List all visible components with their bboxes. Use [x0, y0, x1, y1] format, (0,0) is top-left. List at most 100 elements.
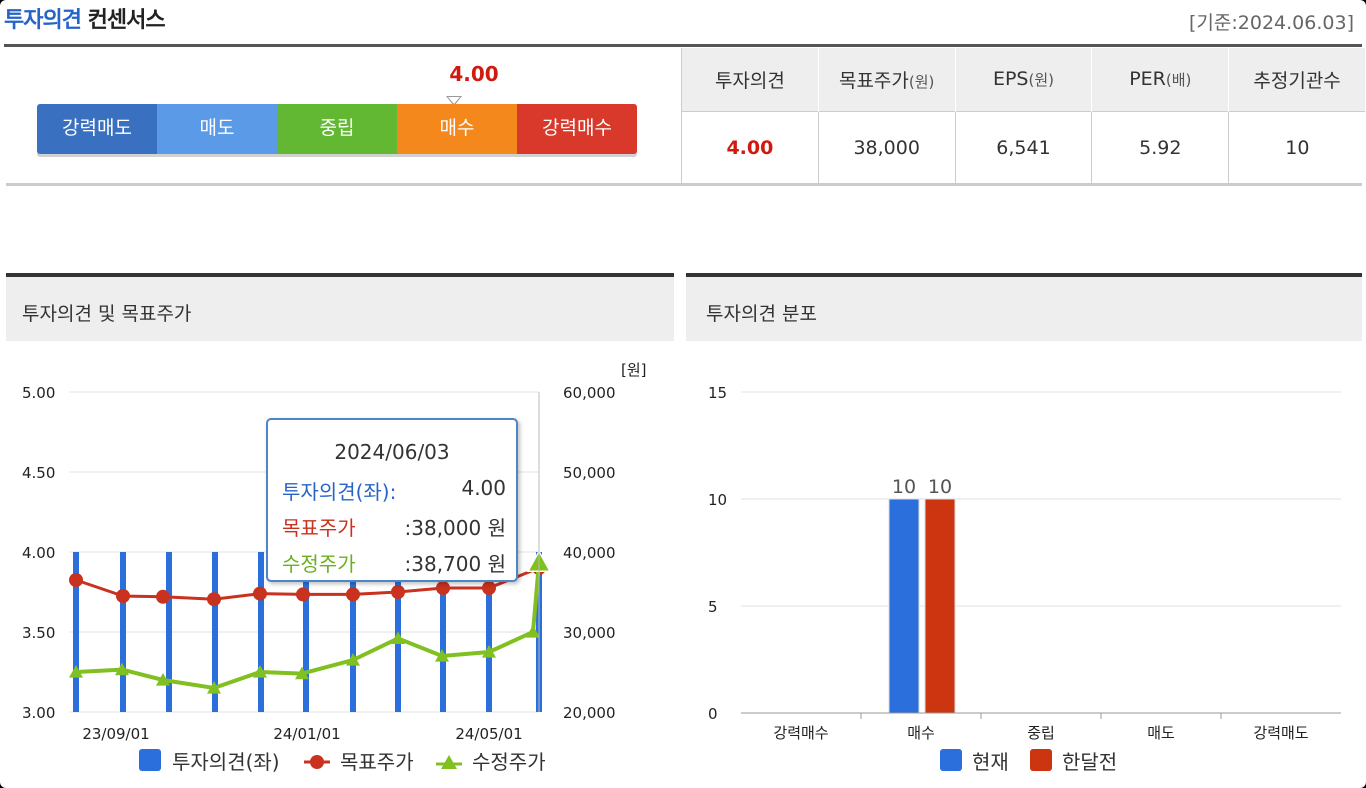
tooltip-value-target: :38,000 원 — [404, 516, 506, 540]
scale-neutral: 중립 — [277, 104, 397, 154]
summary-value-opinion: 4.00 — [681, 110, 819, 184]
y-right-tick: 30,000 — [563, 624, 616, 642]
x-tick-label: 24/01/01 — [273, 725, 340, 743]
scale-strong-buy: 강력매수 — [517, 104, 637, 154]
target-price-point — [346, 587, 360, 602]
opinion-bar — [303, 552, 309, 712]
x-tick-label: 매수 — [907, 724, 935, 742]
opinion-bar — [486, 552, 492, 712]
x-tick-label: 매도 — [1147, 724, 1175, 742]
tooltip-date: 2024/06/03 — [334, 440, 450, 464]
opinion-bar — [120, 552, 126, 712]
opinion-target-panel-title: 투자의견 및 목표주가 — [22, 303, 192, 325]
summary-divider — [6, 183, 1362, 186]
tooltip-label-price: 수정주가 — [282, 552, 356, 576]
y-left-tick: 4.00 — [22, 544, 55, 562]
right-chart-grid — [741, 391, 1341, 607]
opinion-target-chart: 5.00 4.50 4.00 3.50 3.00 60,000 50,000 40,000 30… — [22, 361, 647, 774]
distribution-bar — [888, 498, 920, 714]
page-title: 투자의견 컨센서스 — [4, 2, 166, 34]
legend-price-label[interactable]: 수정주가 — [472, 750, 546, 774]
adjusted-price-point — [391, 631, 405, 644]
tooltip-value-opinion: 4.00 — [461, 476, 506, 500]
opinion-bar — [440, 552, 446, 712]
summary-header-per: PER(배) — [1091, 48, 1230, 111]
opinion-target-panel-header: 투자의견 및 목표주가 — [6, 273, 674, 341]
legend-target-label[interactable]: 목표주가 — [340, 750, 414, 774]
adjusted-price-line — [75, 562, 541, 691]
scale-sell: 매도 — [157, 104, 277, 154]
y-left-tick: 4.50 — [22, 464, 55, 482]
summary-header-target: 목표주가(원) — [817, 48, 956, 111]
adjusted-price-point — [115, 662, 129, 676]
target-price-point — [482, 581, 496, 595]
header: 투자의견 컨센서스 [기준:2024.06.03] — [0, 0, 1366, 46]
legend-target-marker — [310, 755, 324, 769]
opinion-bar — [212, 552, 218, 712]
target-price-point — [207, 592, 221, 607]
right-chart-legend: 현재 한달전 — [940, 749, 1117, 774]
summary-header-opinion: 투자의견 — [681, 48, 819, 111]
y-left-tick: 5.00 — [22, 384, 55, 402]
legend-opinion-label[interactable]: 투자의견(좌) — [172, 750, 280, 774]
left-chart-axes: 5.00 4.50 4.00 3.50 3.00 60,000 50,000 40,000 30… — [22, 361, 647, 743]
opinion-scale-bar: 강력매도 매도 중립 매수 강력매수 — [37, 104, 637, 154]
y-left-tick: 3.00 — [22, 704, 55, 722]
scale-strong-sell: 강력매도 — [37, 104, 157, 154]
adjusted-price-point — [526, 625, 540, 638]
adjusted-price-point — [346, 653, 360, 666]
opinion-distribution-chart: 10 10 15 10 5 0 강력매수 매수 중립 매도 강력매도 현재 한달전 — [708, 384, 1341, 774]
adjusted-price-point — [482, 645, 496, 658]
target-price-point — [69, 573, 83, 587]
distribution-bar — [924, 498, 956, 714]
tooltip-value-price: :38,700 원 — [404, 552, 506, 576]
y-right-tick: 50,000 — [563, 464, 616, 482]
opinion-target-panel: 투자의견 및 목표주가 — [6, 273, 674, 788]
y-tick: 5 — [708, 598, 718, 616]
target-price-point — [296, 587, 310, 602]
opinion-marker-icon — [446, 96, 462, 106]
header-divider — [4, 44, 1362, 47]
target-price-point — [436, 581, 450, 595]
legend-prev-label[interactable]: 한달전 — [1062, 750, 1117, 774]
consensus-summary-table: 투자의견 목표주가(원) EPS(원) PER(배) 추정기관수 4.00 38… — [681, 48, 1366, 184]
bar-value-label: 10 — [892, 476, 916, 498]
opinion-current-value: 4.00 — [449, 62, 499, 86]
opinion-distribution-panel: 투자의견 분포 — [686, 273, 1362, 788]
x-tick-label: 강력매도 — [1253, 724, 1308, 742]
y-right-unit: [원] — [621, 361, 647, 379]
opinion-bar — [350, 552, 356, 712]
x-tick-label: 23/09/01 — [82, 725, 149, 743]
target-price-point — [253, 586, 267, 601]
adjusted-price-point — [295, 666, 309, 680]
y-tick: 10 — [708, 491, 727, 509]
summary-header-eps: EPS(원) — [954, 48, 1093, 111]
legend-opinion-swatch — [139, 749, 161, 771]
opinion-distribution-panel-title: 투자의견 분포 — [706, 303, 817, 325]
chart-tooltip: 2024/06/03 투자의견(좌): 4.00 목표주가 :38,000 원 … — [266, 418, 518, 582]
opinion-bar — [258, 552, 264, 712]
x-tick-label: 중립 — [1027, 724, 1055, 742]
tooltip-label-target: 목표주가 — [282, 516, 356, 540]
chart-lines — [69, 549, 552, 694]
reference-date: [기준:2024.06.03] — [1189, 12, 1354, 34]
title-sub: 컨센서스 — [87, 8, 166, 33]
x-tick-label: 강력매수 — [773, 724, 828, 742]
y-left-tick: 3.50 — [22, 624, 55, 642]
target-price-point — [391, 585, 405, 599]
legend-current-label[interactable]: 현재 — [972, 750, 1009, 774]
target-price-point — [156, 589, 170, 604]
y-right-tick: 20,000 — [563, 704, 616, 722]
adjusted-price-point — [435, 649, 449, 662]
legend-current-swatch — [940, 749, 962, 771]
right-chart-axes: 15 10 5 0 강력매수 매수 중립 매도 강력매도 — [708, 384, 1341, 742]
adjusted-price-point — [253, 665, 267, 678]
summary-header-row: 투자의견 목표주가(원) EPS(원) PER(배) 추정기관수 — [681, 48, 1366, 111]
target-price-point — [116, 589, 130, 603]
legend-price-marker — [441, 755, 457, 769]
legend-prev-swatch — [1030, 749, 1052, 771]
opinion-distribution-panel-header: 투자의견 분포 — [686, 273, 1362, 341]
y-tick: 0 — [708, 705, 718, 723]
adjusted-price-point — [69, 665, 83, 678]
